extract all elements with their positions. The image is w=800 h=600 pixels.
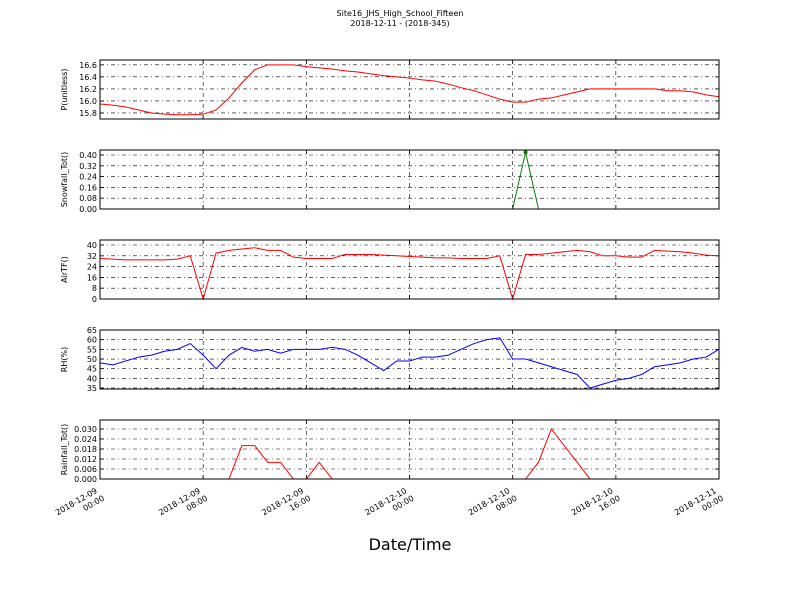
data-line [100,152,719,210]
x-tick-label: 2018-12-11 00:00 [673,485,725,526]
x-tick-label: 2018-12-10 00:00 [364,485,416,526]
y-tick-label: 24 [87,263,97,272]
y-tick-label: 50 [87,355,97,364]
y-tick-label: 32 [87,252,97,261]
y-tick-label: 40 [87,374,97,383]
x-tick-label: 2018-12-10 08:00 [467,485,519,526]
y-tick-label: 8 [92,284,97,293]
y-tick-label: 40 [87,241,97,250]
y-tick-label: 0.018 [74,445,97,454]
y-tick-label: 0.024 [74,435,97,444]
y-tick-label: 0.006 [74,465,97,474]
x-tick-label: 2018-12-10 16:00 [570,485,622,526]
y-tick-label: 16 [87,273,97,282]
y-axis-label: RH(%) [60,347,69,372]
y-tick-label: 0.012 [74,455,97,464]
data-line [99,337,720,389]
x-axis-label: Date/Time [369,535,452,554]
plot-frame [99,59,720,120]
y-axis-label: Snowfall_Tot() [60,152,69,208]
chart-subtitle: 2018-12-11 - (2018-345) [350,19,449,28]
chart-title: Site16_JHS_High_School_Fifteen [337,9,464,18]
y-tick-label: 60 [87,336,97,345]
y-axis-label: Rainfall_Tot() [60,424,69,476]
y-tick-label: 15.8 [79,109,97,118]
y-tick-label: 16.6 [79,61,97,70]
y-tick-label: 0.32 [79,162,97,171]
y-tick-label: 0.40 [79,151,97,160]
peak-marker [523,150,528,155]
x-tick-label: 2018-12-09 00:00 [54,485,106,526]
y-tick-label: 16.2 [79,85,97,94]
y-tick-label: 0.08 [79,194,97,203]
y-tick-label: 0 [92,295,97,304]
y-tick-label: 0.000 [74,475,97,484]
plot-frame [99,239,720,300]
y-tick-label: 16.0 [79,97,97,106]
y-axis-label: AirTF() [60,256,69,283]
y-tick-label: 0.030 [74,425,97,434]
y-tick-label: 45 [87,365,97,374]
x-tick-label: 2018-12-09 16:00 [260,485,312,526]
y-tick-label: 0.00 [79,205,97,214]
y-tick-label: 65 [87,326,97,335]
y-tick-label: 55 [87,345,97,354]
x-tick-label: 2018-12-09 08:00 [157,485,209,526]
plot-frame [99,149,720,210]
plot-frame [99,329,720,390]
y-tick-label: 0.16 [79,183,97,192]
plot-frame [99,419,720,480]
y-tick-label: 0.24 [79,173,97,182]
y-axis-label: P(unitless) [60,68,69,110]
y-tick-label: 35 [87,384,97,393]
y-tick-label: 16.4 [79,73,97,82]
data-line [99,64,720,116]
